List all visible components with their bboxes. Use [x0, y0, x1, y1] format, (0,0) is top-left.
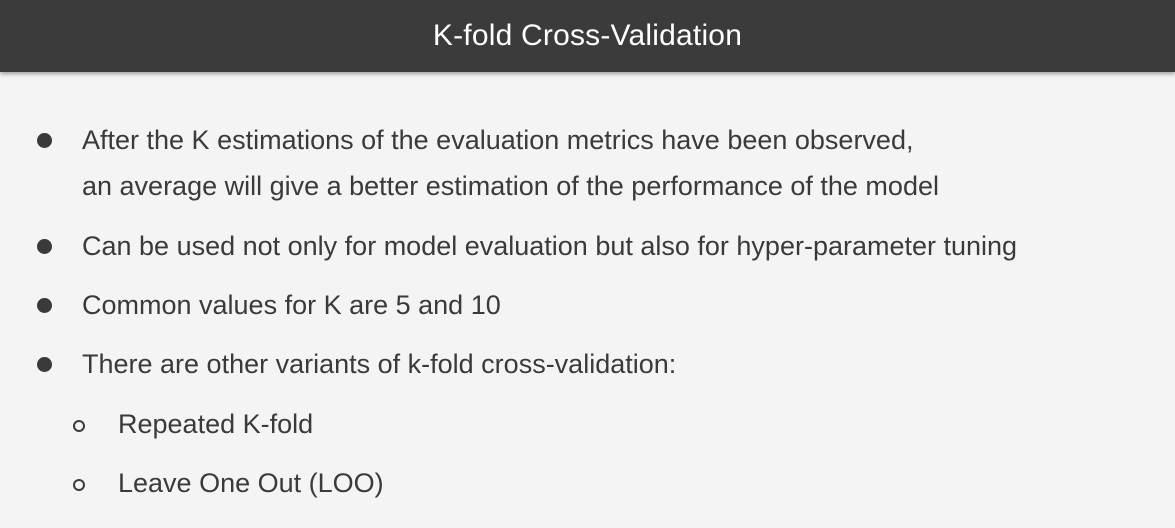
bullet-icon	[37, 133, 52, 148]
bullet-text-line: There are other variants of k-fold cross…	[82, 349, 677, 379]
slide-body: After the K estimations of the evaluatio…	[0, 72, 1175, 528]
bullet-text-line: Can be used not only for model evaluatio…	[82, 231, 1018, 261]
sub-bullet-text: Repeated K-fold	[118, 409, 314, 439]
bullet-icon	[37, 298, 52, 313]
bullet-icon	[37, 357, 52, 372]
hollow-bullet-icon	[73, 420, 85, 432]
sub-bullet-text: Leave One Out (LOO)	[118, 468, 384, 498]
bullet-icon	[37, 239, 52, 254]
bullet-text-line: After the K estimations of the evaluatio…	[82, 125, 914, 155]
bullet-text-line: Common values for K are 5 and 10	[82, 290, 501, 320]
slide-title-bar: K-fold Cross-Validation	[0, 0, 1175, 72]
hollow-bullet-icon	[73, 479, 85, 491]
bullet-text-line: an average will give a better estimation…	[82, 171, 939, 201]
slide-title: K-fold Cross-Validation	[432, 19, 743, 52]
